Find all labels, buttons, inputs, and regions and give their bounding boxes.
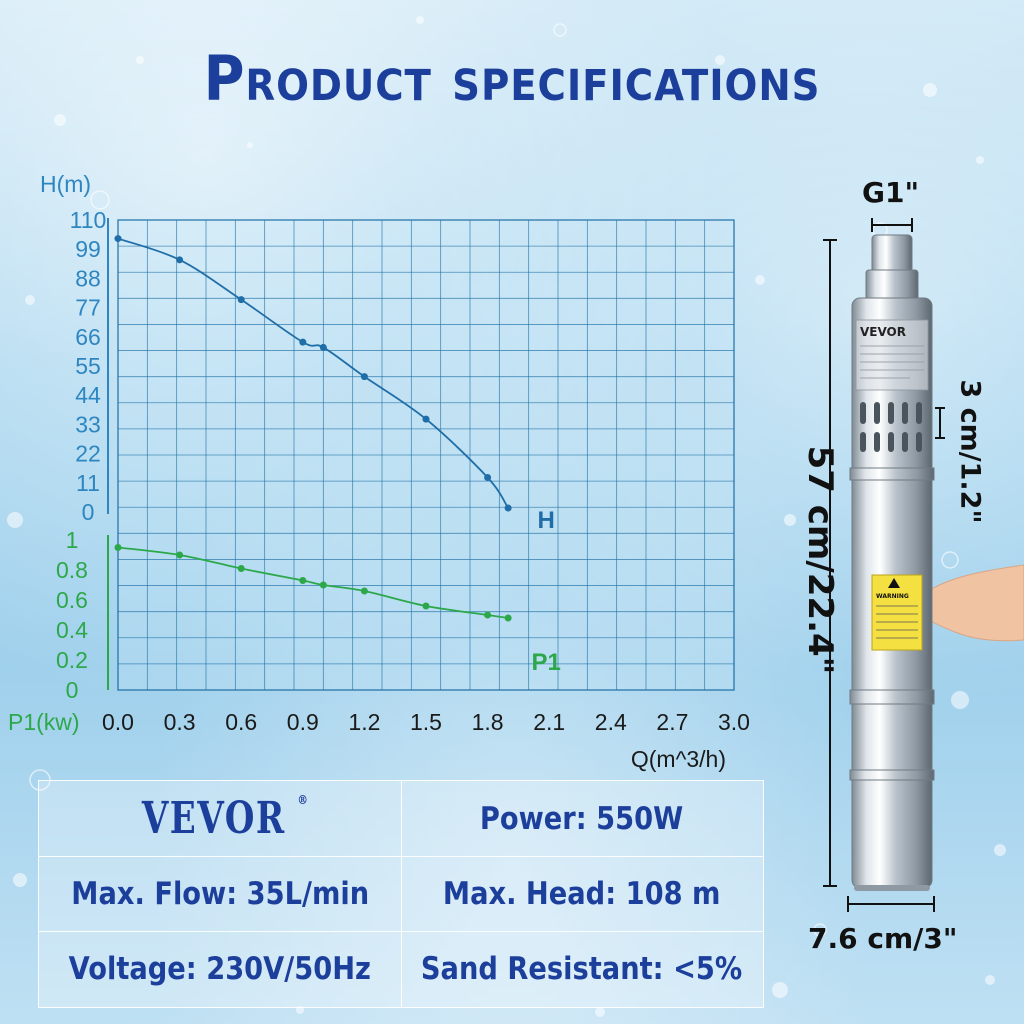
x-tick-label: 0.0 (102, 709, 134, 735)
pump-illustration: VEVOR WARNING (823, 218, 1024, 912)
inlet-size-label: 3 cm/1.2" (954, 379, 986, 524)
spec-voltage-text: Voltage: 230V/50Hz (68, 951, 372, 987)
x-tick-label: 1.8 (472, 709, 504, 735)
series-h-point (319, 343, 327, 351)
series-h-point (114, 235, 122, 243)
x-tick-label: 2.7 (656, 709, 688, 735)
series-p1-label: P1 (531, 649, 560, 676)
p1-tick-label: 0 (66, 677, 79, 703)
thread-size-label: G1" (862, 176, 920, 209)
series-p1-point (299, 577, 307, 584)
h-tick-label: 88 (75, 265, 101, 291)
series-p1-point (237, 565, 245, 572)
spec-power: Power: 550W (401, 781, 763, 856)
nameplate-brand: VEVOR (860, 325, 906, 339)
series-p1-point (422, 602, 430, 610)
p1-tick-label: 0.2 (56, 647, 88, 673)
x-tick-label: 1.2 (348, 709, 380, 735)
x-tick-label: 0.9 (287, 709, 319, 735)
series-h-point (176, 256, 184, 264)
height-label: 57 cm/22.4" (800, 445, 840, 675)
spec-max-head-text: Max. Head: 108 m (443, 875, 721, 912)
brand-logo: VEVOR ® (39, 781, 401, 856)
hand-image (919, 564, 1024, 642)
chart-axes: 0 11 22 33 44 55 66 77 88 99 110 0 0.2 0.4 0.6 0.8 1 H(m)… (8, 171, 750, 772)
x-tick-label: 0.3 (164, 709, 196, 735)
h-tick-label: 77 (75, 295, 101, 321)
h-tick-label: 33 (75, 411, 101, 437)
warning-text: WARNING (876, 593, 909, 600)
series-p1-point (176, 551, 184, 559)
series-p1-point (319, 581, 327, 589)
spec-sand-text: Sand Resistant: <5% (421, 951, 743, 987)
nameplate: VEVOR (855, 319, 929, 391)
spec-sand-resistant: Sand Resistant: <5% (401, 931, 763, 1007)
table-divider (401, 781, 402, 1007)
h-tick-label: 11 (76, 470, 100, 496)
series-h-point (299, 338, 307, 346)
series-p1-point (504, 614, 512, 622)
spec-max-flow-text: Max. Flow: 35L/min (71, 875, 369, 912)
series-h-label: H (537, 507, 554, 534)
chart-grid (117, 219, 735, 691)
chart-series: H P1 (114, 235, 561, 676)
x-tick-label: 3.0 (718, 709, 750, 735)
brand-name: VEVOR (141, 793, 286, 844)
diameter-label: 7.6 cm/3" (808, 922, 958, 955)
dimension-lines (823, 218, 945, 912)
inlet-slots (860, 402, 922, 452)
p1-tick-label: 0.4 (56, 617, 88, 643)
h-tick-label: 66 (75, 324, 101, 350)
x-tick-label: 2.4 (595, 709, 627, 735)
spec-table: VEVOR ® Power: 550W Max. Flow: 35L/min Ma… (38, 780, 764, 1008)
x-tick-label: 2.1 (533, 709, 565, 735)
h-axis-label: H(m) (40, 171, 91, 197)
series-h-point (484, 473, 492, 481)
series-p1-point (484, 611, 492, 619)
p1-tick-label: 0.6 (56, 587, 88, 613)
series-h-point (360, 373, 368, 381)
p1-tick-label: 1 (66, 527, 79, 553)
h-tick-label: 99 (75, 236, 101, 262)
h-tick-label: 110 (70, 207, 107, 233)
series-p1-point (360, 587, 368, 595)
x-tick-label: 1.5 (410, 709, 442, 735)
registered-mark: ® (297, 793, 308, 807)
spec-max-flow: Max. Flow: 35L/min (39, 856, 401, 931)
h-tick-label: 44 (75, 382, 101, 408)
h-tick-label: 22 (75, 441, 101, 467)
spec-max-head: Max. Head: 108 m (401, 856, 763, 931)
p1-tick-label: 0.8 (56, 557, 88, 583)
x-tick-label: 0.6 (225, 709, 257, 735)
warning-sticker: WARNING (871, 574, 923, 651)
page-title: Product specifications (203, 42, 821, 115)
series-h-point (237, 296, 245, 304)
series-h-point (422, 415, 430, 423)
h-tick-label: 55 (75, 353, 101, 379)
spec-voltage: Voltage: 230V/50Hz (39, 931, 401, 1007)
series-p1-point (114, 544, 122, 551)
h-tick-label: 0 (82, 499, 95, 525)
spec-power-text: Power: 550W (480, 800, 684, 837)
series-h-point (504, 504, 512, 512)
performance-chart: 0 11 22 33 44 55 66 77 88 99 110 0 0.2 0.4 0.6 0.8 1 H(m)… (8, 171, 750, 772)
x-axis-label: Q(m^3/h) (631, 746, 726, 772)
p1-axis-label: P1(kw) (8, 709, 80, 735)
